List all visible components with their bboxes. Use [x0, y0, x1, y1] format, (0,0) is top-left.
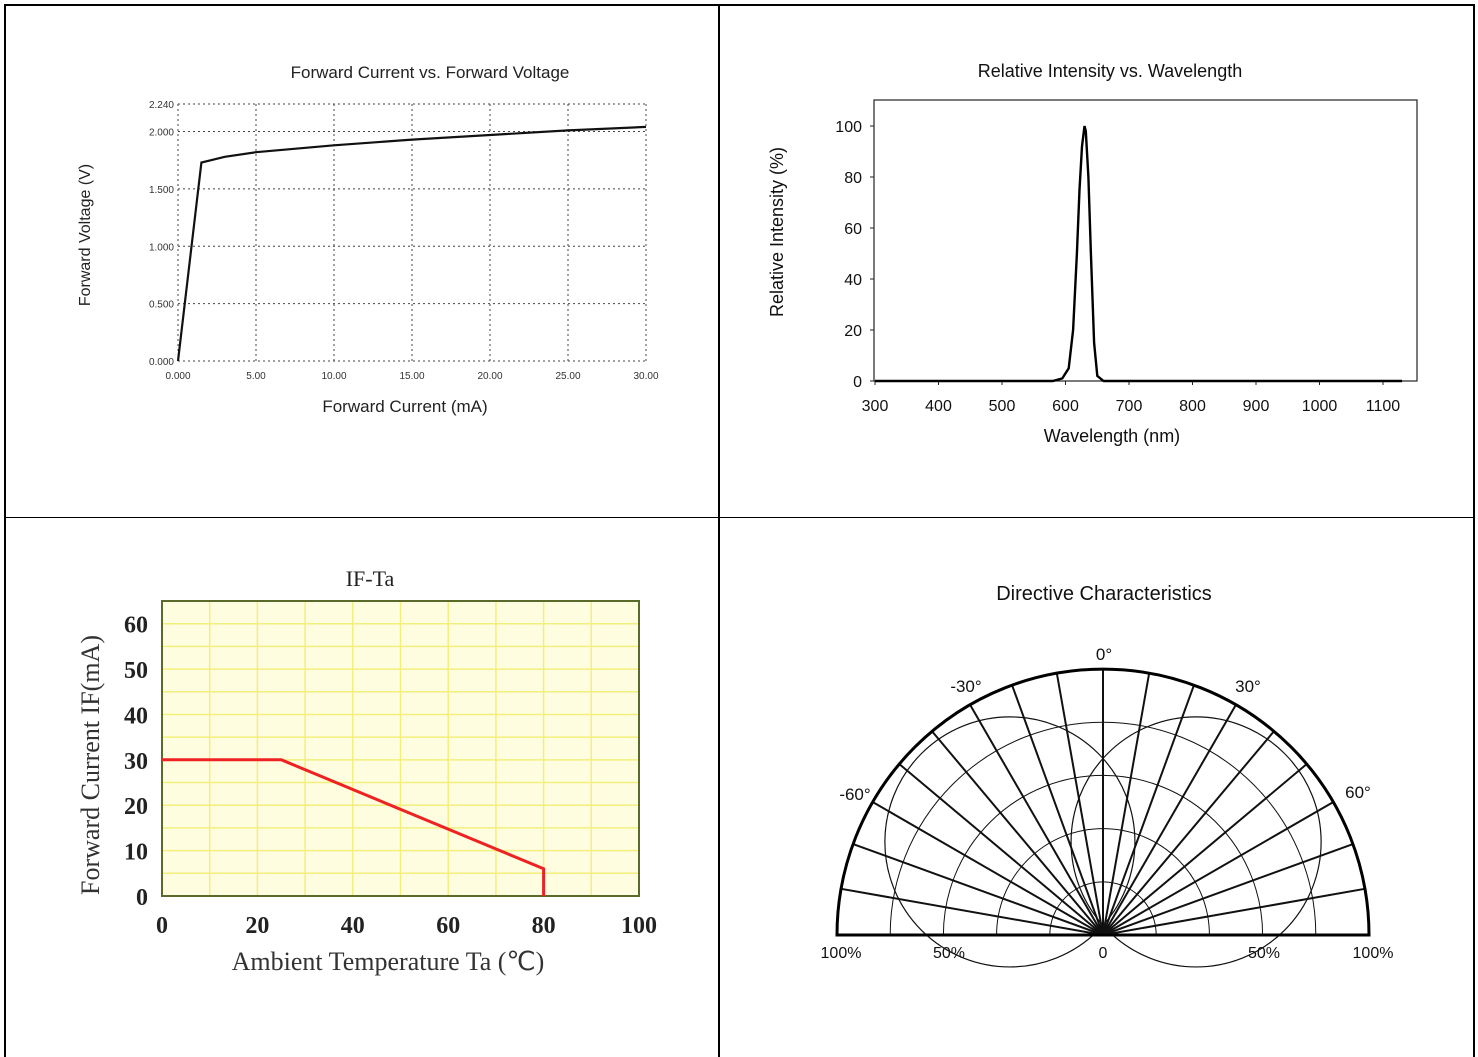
chart3-x-tick-label: 80 [532, 913, 556, 939]
chart4-spoke [1102, 763, 1308, 936]
chart1-x-tick-label: 25.00 [555, 371, 580, 382]
chart4-radial-label: 50% [933, 945, 965, 962]
chart4-spoke [1102, 887, 1366, 936]
chart4-angle-label: 0° [1096, 645, 1112, 664]
chart3-y-tick-label: 40 [124, 703, 148, 729]
chart2-x-tick-label: 700 [1116, 398, 1143, 415]
panel-bottom-right [718, 517, 1475, 1057]
chart4-spoke [1011, 684, 1104, 936]
chart4-spoke [872, 801, 1104, 936]
chart1-y-tick-label: 0.000 [149, 357, 174, 368]
chart4-spoke [1102, 843, 1354, 936]
chart4-spoke [931, 730, 1104, 936]
chart2-y-tick-label: 40 [844, 272, 862, 289]
chart3-y-tick-label: 60 [124, 613, 148, 639]
chart3-x-tick-label: 0 [156, 913, 168, 939]
chart4-spoke [1102, 704, 1237, 936]
chart1-title: Forward Current vs. Forward Voltage [291, 63, 570, 82]
chart4-spoke [969, 704, 1104, 936]
chart2-ylabel: Relative Intensity (%) [767, 147, 787, 317]
chart1-series-line [176, 125, 647, 362]
chart2-y-tick-label: 80 [844, 170, 862, 187]
chart2-xlabel: Wavelength (nm) [1044, 426, 1180, 446]
chart1-xlabel: Forward Current (mA) [322, 397, 487, 416]
chart2-y-tick-label: 0 [853, 374, 862, 391]
chart4-radial-label: 100% [1353, 945, 1394, 962]
chart3-y-tick-label: 20 [124, 794, 148, 820]
chart1-y-tick-label: 1.500 [149, 185, 174, 196]
chart1-x-tick-label: 0.000 [165, 371, 190, 382]
chart4-angle-label: 60° [1345, 783, 1371, 802]
chart3-y-tick-label: 50 [124, 658, 148, 684]
chart2-y-tick-label: 100 [835, 119, 862, 136]
chart3-y-tick-label: 0 [136, 885, 148, 911]
chart3-y-tick-label: 30 [124, 749, 148, 775]
chart2-x-tick-label: 900 [1243, 398, 1270, 415]
chart2-x-tick-label: 1000 [1302, 398, 1338, 415]
chart2-y-tick-label: 60 [844, 221, 862, 238]
chart3-xlabel: Ambient Temperature Ta (℃) [232, 947, 545, 976]
chart4-spoke [1102, 730, 1275, 936]
chart3-title: IF-Ta [346, 566, 395, 591]
chart4-spoke [1102, 801, 1334, 936]
chart2-x-tick-label: 800 [1179, 398, 1206, 415]
chart3-x-tick-label: 60 [436, 913, 460, 939]
chart3-y-tick-label: 10 [124, 840, 148, 866]
chart4-radial-label: 0 [1099, 945, 1108, 962]
chart4-radial-label: 100% [821, 945, 862, 962]
chart3-plot-frame [161, 600, 640, 897]
chart2-y-tick-label: 20 [844, 323, 862, 340]
chart2-x-tick-label: 500 [989, 398, 1016, 415]
chart4-title: Directive Characteristics [996, 583, 1212, 605]
chart1-x-tick-label: 30.00 [633, 371, 658, 382]
chart4-angle-label: 30° [1235, 677, 1261, 696]
chart2-x-tick-label: 400 [925, 398, 952, 415]
chart1-ylabel: Forward Voltage (V) [77, 164, 94, 306]
chart1-y-tick-label: 2.240 [149, 100, 174, 111]
chart1-y-tick-label: 1.000 [149, 242, 174, 253]
chart2-title: Relative Intensity vs. Wavelength [978, 61, 1242, 81]
chart3-x-tick-label: 20 [245, 913, 269, 939]
chart1-x-tick-label: 10.00 [321, 371, 346, 382]
chart1-y-tick-label: 0.500 [149, 300, 174, 311]
chart4-spoke [1055, 672, 1104, 936]
chart4-spoke [898, 763, 1104, 936]
chart4-radial-label: 50% [1248, 945, 1280, 962]
chart4-outer-frame [835, 667, 1371, 937]
chart3-ylabel: Forward Current IF(mA) [76, 635, 105, 895]
panel-bottom-left [4, 517, 720, 1057]
chart2-x-tick-label: 600 [1052, 398, 1079, 415]
chart4-angle-label: -60° [839, 785, 870, 804]
chart4-spoke [1102, 684, 1195, 936]
chart3-x-tick-label: 100 [621, 913, 657, 939]
chart3-x-tick-label: 40 [341, 913, 365, 939]
chart3-series-line [162, 758, 546, 896]
chart4-spoke [1102, 672, 1151, 936]
chart2-x-tick-label: 300 [862, 398, 889, 415]
chart2-series-line [875, 125, 1403, 383]
chart4-pattern-lobe-right [1070, 716, 1322, 968]
chart4-spoke [840, 887, 1104, 936]
chart4-pattern-lobe-left [884, 716, 1136, 968]
chart4-angle-label: -30° [950, 677, 981, 696]
chart1-x-tick-label: 5.00 [246, 371, 266, 382]
chart4-spoke [852, 843, 1104, 936]
chart1-y-tick-label: 2.000 [149, 128, 174, 139]
chart1-x-tick-label: 20.00 [477, 371, 502, 382]
chart2-x-tick-label: 1100 [1366, 398, 1401, 415]
chart1-x-tick-label: 15.00 [399, 371, 424, 382]
